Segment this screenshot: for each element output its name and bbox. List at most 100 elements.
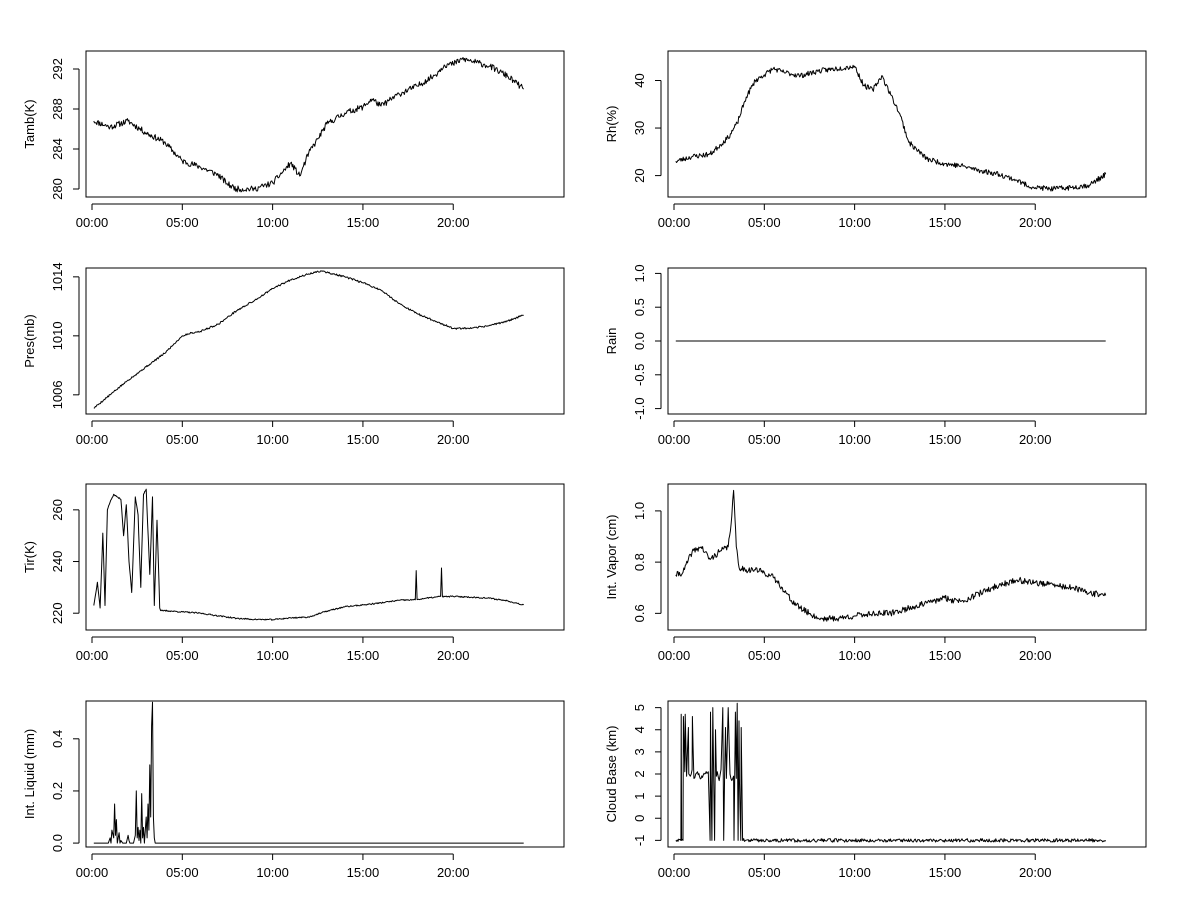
y-tick-label: 0.4 [50,730,65,748]
chart-panel: 00:00 05:00 10:00 15:00 20:00 -1 0 1 2 3 4 5 Cloud B… [604,700,1147,880]
y-tick-label: -1 [632,835,647,847]
y-tick-label: 4 [632,726,647,733]
plot-frame [85,483,565,631]
y-axis-label: Rain [604,328,619,355]
x-tick-label: 20:00 [437,648,470,663]
x-tick-label: 20:00 [437,432,470,447]
series-line [93,488,524,621]
chart-panel: 00:00 05:00 10:00 15:00 20:00 0.0 0.2 0.4 Int. L… [22,700,565,880]
series-line [93,270,524,409]
series-line [675,64,1107,192]
x-tick-label: 15:00 [347,648,380,663]
x-tick-label: 15:00 [929,432,962,447]
plot-frame [85,50,565,198]
x-tick-label: 05:00 [166,215,199,230]
x-tick-label: 05:00 [166,648,199,663]
x-tick-label: 00:00 [76,215,109,230]
y-tick-label: 0.0 [632,332,647,350]
x-tick-label: 15:00 [347,865,380,880]
y-tick-label: 0.6 [632,604,647,622]
y-axis-label: Int. Vapor (cm) [604,514,619,599]
y-tick-label: 0 [632,815,647,822]
x-tick-label: 05:00 [748,865,781,880]
y-tick-label: 5 [632,704,647,711]
y-axis-label: Rh(%) [604,106,619,143]
x-tick-label: 05:00 [166,865,199,880]
y-tick-label: 0.2 [50,782,65,800]
x-tick-label: 10:00 [838,648,871,663]
series-line [93,701,524,844]
y-tick-label: 1 [632,793,647,800]
x-tick-label: 10:00 [256,648,289,663]
series-line [675,489,1107,622]
y-tick-label: 0.5 [632,298,647,316]
y-tick-label: 288 [50,98,65,120]
x-tick-label: 00:00 [76,865,109,880]
x-tick-label: 00:00 [658,865,691,880]
y-axis-label: Tamb(K) [22,99,37,148]
x-tick-label: 05:00 [166,432,199,447]
plot-frame [85,700,565,848]
x-tick-label: 15:00 [347,215,380,230]
y-tick-label: 40 [632,73,647,87]
chart-panel: 00:00 05:00 10:00 15:00 20:00 220 240 260 Tir(K) [22,483,565,663]
x-tick-label: 10:00 [256,215,289,230]
y-axis-label: Pres(mb) [22,314,37,367]
x-tick-label: 05:00 [748,432,781,447]
y-tick-label: 1.0 [632,264,647,282]
y-tick-label: 20 [632,168,647,182]
y-tick-label: 1006 [50,380,65,409]
plot-frame [667,700,1147,848]
x-tick-label: 00:00 [658,215,691,230]
x-tick-label: 10:00 [838,865,871,880]
y-tick-label: 260 [50,499,65,521]
x-tick-label: 15:00 [929,648,962,663]
chart-panel: 00:00 05:00 10:00 15:00 20:00 0.6 0.8 1.0 Int. V… [604,483,1147,663]
x-tick-label: 00:00 [76,432,109,447]
y-tick-label: 30 [632,121,647,135]
y-axis-label: Int. Liquid (mm) [22,729,37,819]
y-tick-label: 292 [50,58,65,80]
y-axis-label: Cloud Base (km) [604,726,619,823]
chart-panel: 00:00 05:00 10:00 15:00 20:00 20 30 40 Rh(%) [604,50,1147,230]
x-tick-label: 20:00 [437,865,470,880]
plot-frame [85,267,565,415]
y-tick-label: 220 [50,602,65,624]
x-tick-label: 00:00 [658,648,691,663]
y-tick-label: 0.0 [50,834,65,852]
y-axis-label: Tir(K) [22,541,37,573]
y-tick-label: 1014 [50,262,65,291]
chart-panel: 00:00 05:00 10:00 15:00 20:00 280 284 288 292 Tam… [22,50,565,230]
x-tick-label: 15:00 [929,215,962,230]
y-tick-label: 2 [632,770,647,777]
x-tick-label: 05:00 [748,215,781,230]
x-tick-label: 05:00 [748,648,781,663]
series-line [93,57,524,193]
y-tick-label: 1010 [50,321,65,350]
x-tick-label: 15:00 [347,432,380,447]
x-tick-label: 20:00 [1019,865,1052,880]
x-tick-label: 20:00 [1019,648,1052,663]
plot-frame [667,483,1147,631]
chart-panel: 00:00 05:00 10:00 15:00 20:00 -1.0 -0.5 0.0 0.5 1… [604,264,1147,447]
plot-frame [667,50,1147,198]
y-tick-label: 3 [632,748,647,755]
x-tick-label: 20:00 [437,215,470,230]
series-line [675,702,1107,843]
plot-frame [667,267,1147,415]
y-tick-label: -1.0 [632,397,647,419]
y-tick-label: 280 [50,178,65,200]
x-tick-label: 00:00 [76,648,109,663]
y-tick-label: 284 [50,138,65,160]
y-tick-label: 240 [50,551,65,573]
y-tick-label: -0.5 [632,364,647,386]
x-tick-label: 10:00 [256,865,289,880]
x-tick-label: 15:00 [929,865,962,880]
y-tick-label: 1.0 [632,502,647,520]
x-tick-label: 10:00 [838,215,871,230]
x-tick-label: 20:00 [1019,432,1052,447]
x-tick-label: 10:00 [838,432,871,447]
x-tick-label: 20:00 [1019,215,1052,230]
chart-panel: 00:00 05:00 10:00 15:00 20:00 1006 1010 1014 Pre… [22,262,565,447]
